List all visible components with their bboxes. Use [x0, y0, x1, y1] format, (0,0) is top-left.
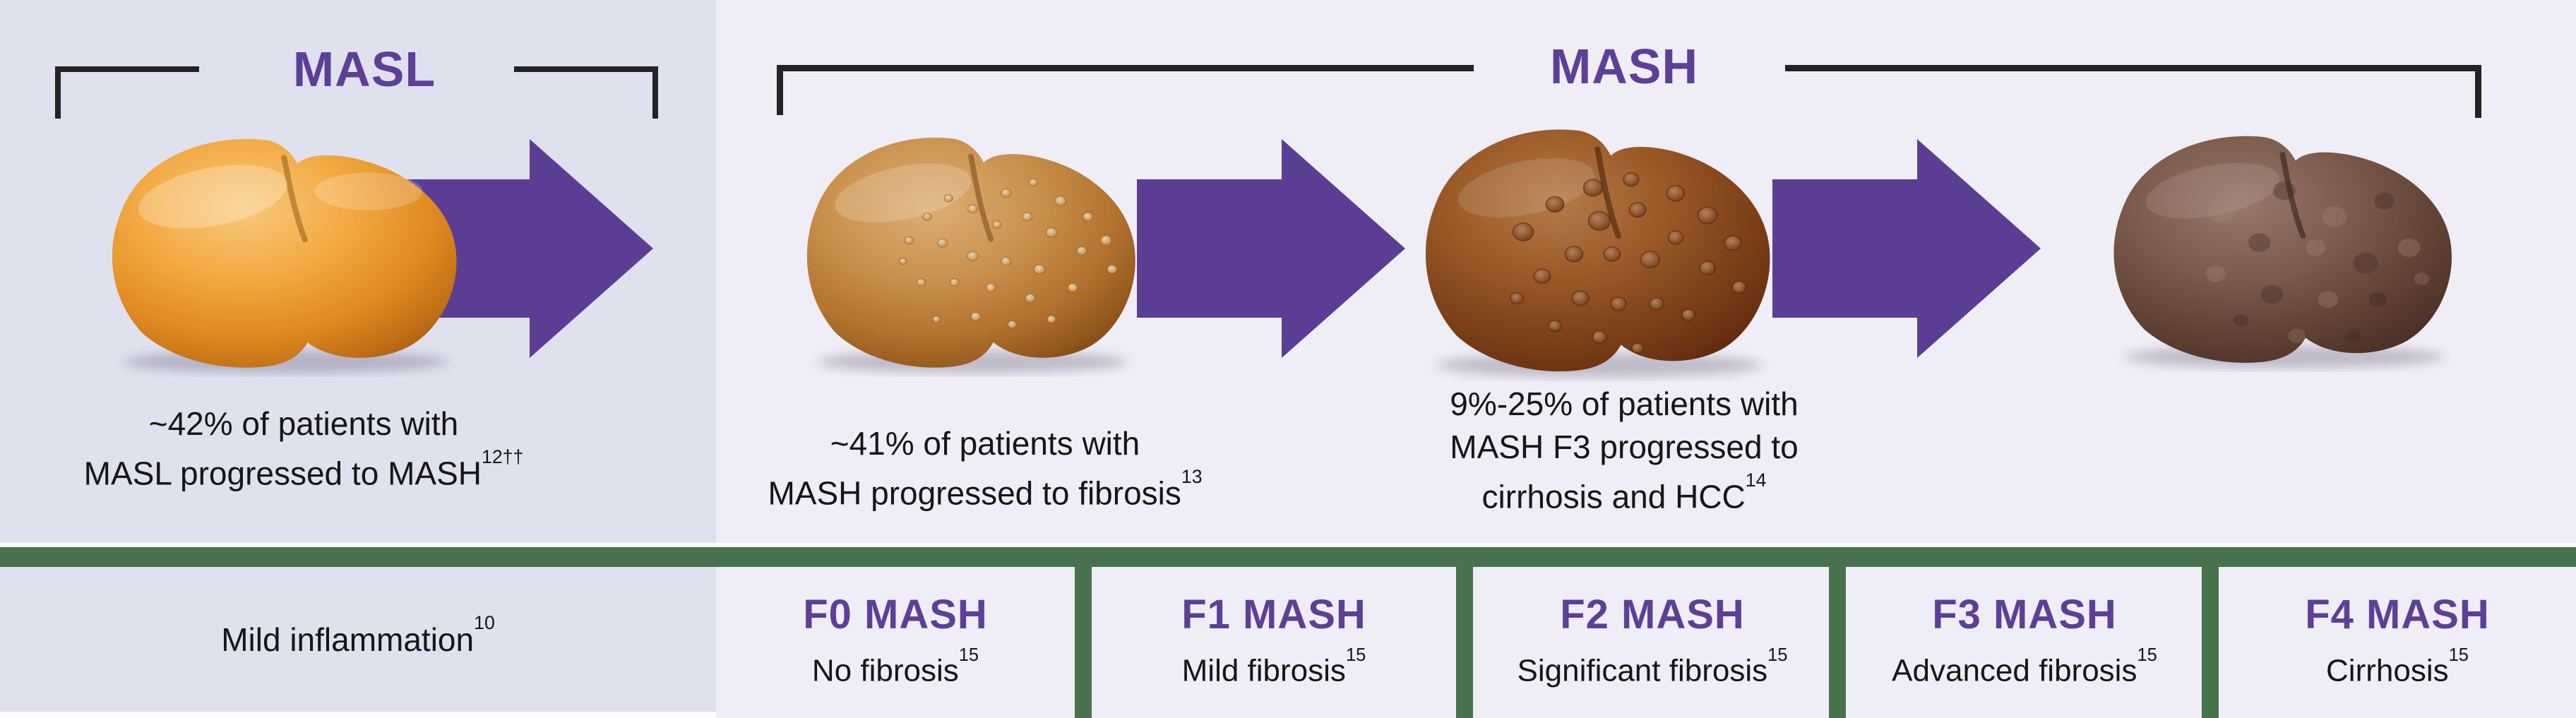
stage-description: Significant fibrosis15: [1517, 645, 1788, 688]
reference-superscript: 14: [1745, 469, 1767, 491]
caption-line: cirrhosis and HCC14: [1481, 469, 1767, 515]
reference-superscript: 15: [2448, 645, 2469, 665]
caption-line: MASH progressed to fibrosis13: [768, 466, 1203, 512]
reference-superscript: 12††: [481, 446, 524, 468]
stage-cell-f2-mash: F2 MASH Significant fibrosis15: [1476, 567, 1829, 718]
progression-arrow-2-icon: [1137, 139, 1405, 358]
progression-arrow-3-icon: [1772, 139, 2041, 358]
mash-header: MASH: [1549, 39, 1699, 94]
caption-line: ~42% of patients with: [148, 405, 459, 442]
stage-description: No fibrosis15: [811, 645, 979, 688]
stage-cell-f0-mash: F0 MASH No fibrosis15: [716, 567, 1075, 718]
reference-superscript: 13: [1181, 466, 1203, 488]
fibrotic-nodules: [1510, 172, 1747, 354]
stage-divider: [2202, 567, 2219, 718]
stage-divider: [1829, 567, 1846, 718]
reference-superscript: 15: [2137, 645, 2157, 665]
cirrhosis-hcc-caption: 9%-25% of patients with MASH F3 progress…: [1356, 383, 1892, 518]
stage-cell-mild-inflammation: Mild inflammation10: [0, 567, 716, 712]
staging-strip-green-bar: [0, 547, 2576, 567]
stage-description: Advanced fibrosis15: [1892, 645, 2157, 688]
mash-f0-fatty-liver-icon: [791, 130, 1155, 377]
cirrhotic-mottling: [2205, 181, 2429, 343]
stage-divider: [1456, 567, 1473, 718]
mash-f3-fibrotic-liver-icon: [1409, 121, 1790, 381]
stage-divider: [1075, 567, 1092, 718]
stage-cell-f4-mash: F4 MASH Cirrhosis15: [2219, 567, 2576, 718]
reference-superscript: 15: [1767, 645, 1788, 665]
masl-progression-caption: ~42% of patients with MASL progressed to…: [35, 402, 572, 495]
masl-bracket-left: [55, 66, 199, 119]
stage-description: Cirrhosis15: [2326, 645, 2469, 688]
stage-cell-label: Mild inflammation10: [221, 612, 495, 658]
mash-f4-cirrhotic-liver-icon: [2097, 128, 2471, 372]
stage-title: F3 MASH: [1932, 592, 2117, 638]
stage-title: F0 MASH: [803, 592, 988, 638]
stage-title: F4 MASH: [2305, 592, 2490, 638]
reference-superscript: 15: [1345, 645, 1366, 665]
stage-title: F1 MASH: [1181, 592, 1366, 638]
caption-line: 9%-25% of patients with: [1450, 385, 1799, 422]
stage-cell-f1-mash: F1 MASH Mild fibrosis15: [1092, 567, 1456, 718]
mash-fibrosis-caption: ~41% of patients with MASH progressed to…: [717, 422, 1253, 515]
masl-bracket-right: [514, 66, 658, 119]
stage-description: Mild fibrosis15: [1181, 645, 1366, 688]
masl-header: MASL: [292, 42, 436, 97]
reference-superscript: 10: [474, 612, 495, 634]
reference-superscript: 15: [958, 645, 979, 665]
fat-droplet-bumps: [898, 178, 1118, 329]
caption-line: MASL progressed to MASH12††: [83, 446, 524, 492]
mash-bracket-right: [1785, 65, 2481, 118]
stage-cell-f3-mash: F3 MASH Advanced fibrosis15: [1846, 567, 2203, 718]
mash-bracket-left: [777, 65, 1474, 115]
masl-section-footer-strip: [0, 712, 716, 718]
masl-healthy-liver-icon: [95, 131, 477, 377]
stage-title: F2 MASH: [1560, 592, 1745, 638]
staging-strip-top-line: [0, 543, 2576, 547]
caption-line: MASH F3 progressed to: [1450, 429, 1799, 465]
caption-line: ~41% of patients with: [830, 425, 1140, 462]
